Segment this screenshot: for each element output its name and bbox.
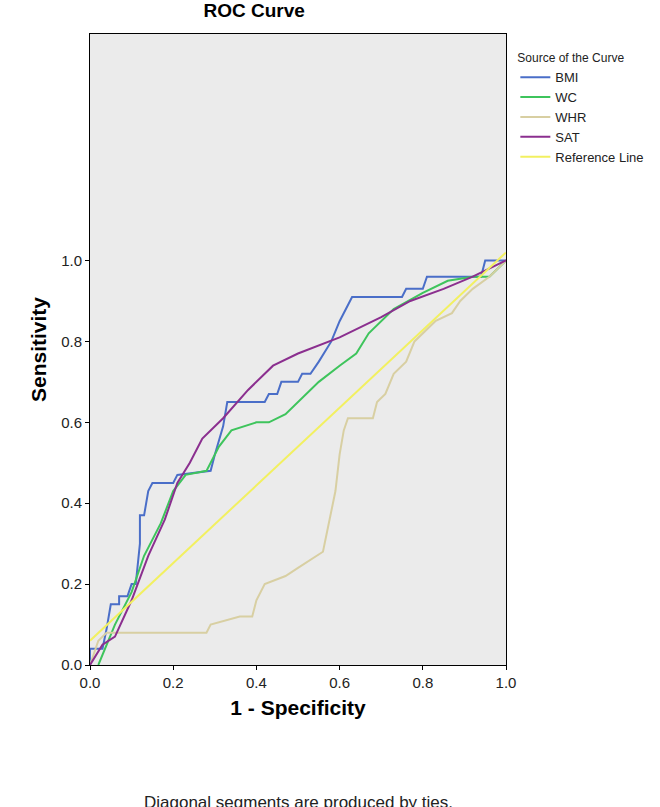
- svg-text:1 - Specificity: 1 - Specificity: [230, 696, 366, 719]
- svg-text:0.0: 0.0: [80, 674, 101, 691]
- svg-text:0.8: 0.8: [61, 333, 82, 350]
- svg-text:BMI: BMI: [555, 70, 578, 85]
- svg-text:ROC Curve: ROC Curve: [203, 0, 304, 21]
- svg-text:0.2: 0.2: [163, 674, 184, 691]
- svg-text:0.6: 0.6: [329, 674, 350, 691]
- svg-text:0.6: 0.6: [61, 414, 82, 431]
- svg-text:0.0: 0.0: [61, 656, 82, 673]
- svg-text:Diagonal segments are produced: Diagonal segments are produced by ties.: [144, 793, 453, 807]
- svg-text:0.8: 0.8: [412, 674, 433, 691]
- svg-text:SAT: SAT: [555, 130, 579, 145]
- svg-text:0.4: 0.4: [246, 674, 267, 691]
- svg-text:1.0: 1.0: [61, 252, 82, 269]
- svg-text:WC: WC: [555, 90, 577, 105]
- svg-text:Source of the Curve: Source of the Curve: [517, 51, 624, 65]
- svg-text:1.0: 1.0: [496, 674, 517, 691]
- svg-text:0.2: 0.2: [61, 575, 82, 592]
- svg-text:Sensitivity: Sensitivity: [27, 297, 50, 402]
- svg-text:Reference Line: Reference Line: [555, 150, 643, 165]
- svg-text:0.4: 0.4: [61, 494, 82, 511]
- svg-text:WHR: WHR: [555, 110, 586, 125]
